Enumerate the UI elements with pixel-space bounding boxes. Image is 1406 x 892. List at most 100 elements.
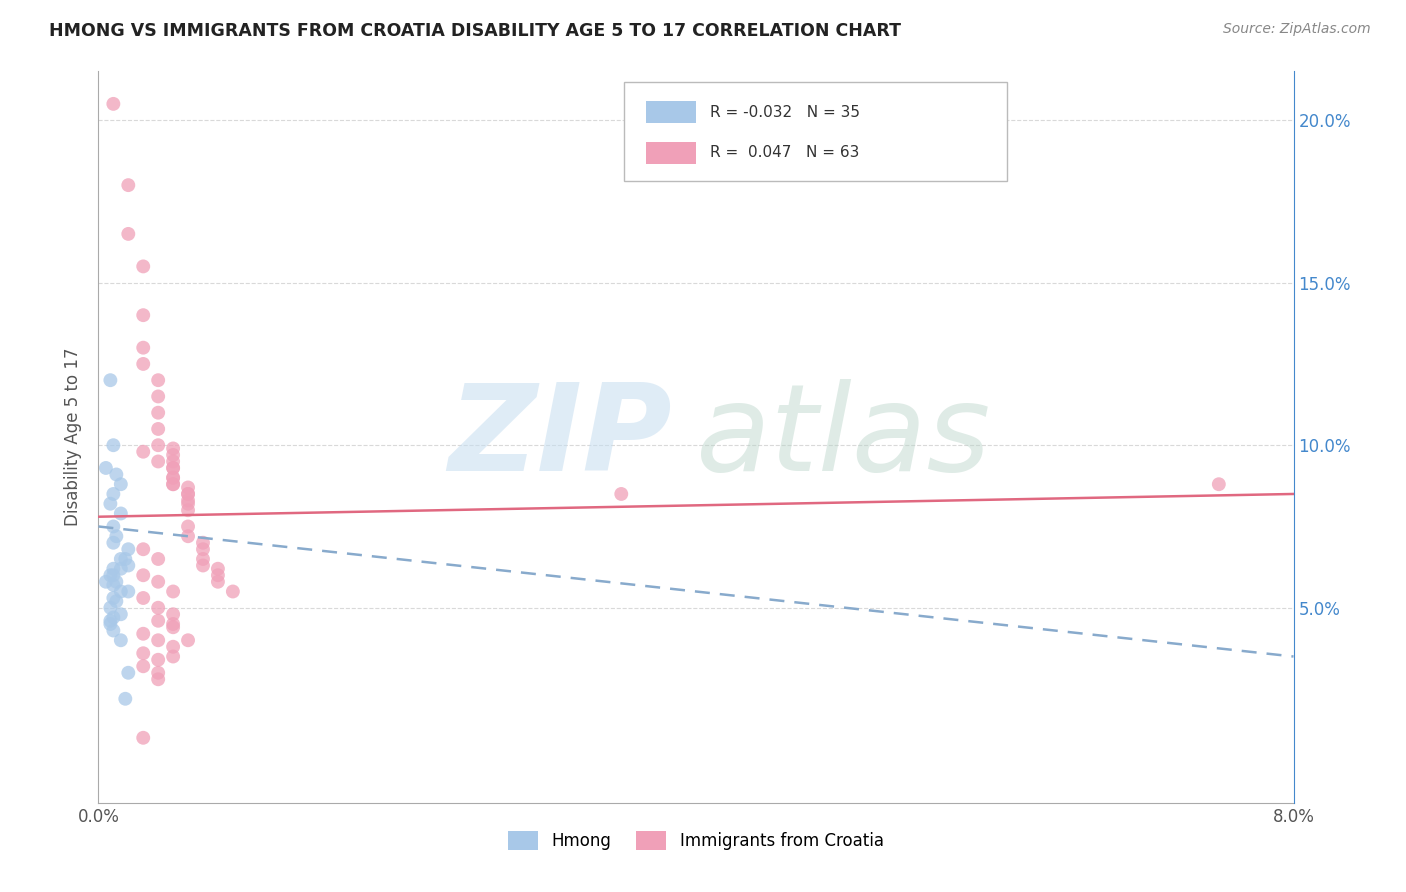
Point	[98, 614, 122, 628]
Point	[110, 562, 132, 576]
Point	[110, 552, 132, 566]
Point	[207, 574, 229, 589]
Point	[103, 519, 125, 533]
Point	[148, 454, 170, 468]
Text: Source: ZipAtlas.com: Source: ZipAtlas.com	[1223, 22, 1371, 37]
Point	[110, 507, 132, 521]
Point	[162, 649, 184, 664]
Point	[1208, 477, 1230, 491]
Point	[177, 503, 200, 517]
Point	[148, 614, 170, 628]
Point	[162, 442, 184, 456]
Point	[162, 617, 184, 632]
Point	[98, 600, 122, 615]
Point	[148, 438, 170, 452]
Point	[162, 471, 184, 485]
Point	[148, 389, 170, 403]
Text: ZIP: ZIP	[449, 378, 672, 496]
Y-axis label: Disability Age 5 to 17: Disability Age 5 to 17	[65, 348, 83, 526]
Point	[148, 406, 170, 420]
Point	[114, 691, 136, 706]
Point	[207, 568, 229, 582]
Point	[98, 617, 122, 632]
Point	[148, 373, 170, 387]
Point	[117, 665, 139, 680]
Point	[110, 477, 132, 491]
Point	[148, 600, 170, 615]
Point	[177, 487, 200, 501]
Point	[162, 620, 184, 634]
Point	[177, 529, 200, 543]
Point	[132, 626, 155, 640]
Point	[207, 562, 229, 576]
Bar	[645, 142, 696, 163]
Point	[110, 633, 132, 648]
Point	[132, 659, 155, 673]
Point	[222, 584, 245, 599]
Text: HMONG VS IMMIGRANTS FROM CROATIA DISABILITY AGE 5 TO 17 CORRELATION CHART: HMONG VS IMMIGRANTS FROM CROATIA DISABIL…	[49, 22, 901, 40]
Point	[162, 454, 184, 468]
Point	[148, 574, 170, 589]
Point	[117, 558, 139, 573]
Point	[117, 584, 139, 599]
Point	[132, 341, 155, 355]
Point	[132, 308, 155, 322]
Point	[98, 497, 122, 511]
Legend: Hmong, Immigrants from Croatia: Hmong, Immigrants from Croatia	[502, 824, 890, 856]
Point	[177, 633, 200, 648]
Point	[162, 471, 184, 485]
Point	[191, 542, 214, 557]
Point	[177, 493, 200, 508]
Point	[162, 640, 184, 654]
Text: R =  0.047   N = 63: R = 0.047 N = 63	[710, 145, 859, 160]
Point	[610, 487, 633, 501]
Point	[162, 461, 184, 475]
Point	[132, 542, 155, 557]
Point	[94, 461, 117, 475]
Point	[103, 610, 125, 624]
Point	[103, 487, 125, 501]
Point	[117, 178, 139, 193]
Text: R = -0.032   N = 35: R = -0.032 N = 35	[710, 105, 860, 120]
Point	[177, 497, 200, 511]
Point	[177, 519, 200, 533]
Point	[177, 487, 200, 501]
Point	[117, 542, 139, 557]
Point	[148, 665, 170, 680]
Point	[148, 633, 170, 648]
Point	[103, 535, 125, 549]
Point	[103, 624, 125, 638]
Point	[105, 594, 128, 608]
Point	[105, 467, 128, 482]
Point	[148, 673, 170, 687]
Point	[162, 461, 184, 475]
Point	[132, 357, 155, 371]
Point	[162, 607, 184, 622]
Point	[191, 552, 214, 566]
Point	[117, 227, 139, 241]
Point	[132, 568, 155, 582]
Point	[103, 578, 125, 592]
Point	[103, 591, 125, 605]
Point	[191, 558, 214, 573]
Point	[162, 448, 184, 462]
Point	[148, 552, 170, 566]
Point	[162, 477, 184, 491]
Point	[177, 480, 200, 494]
Bar	[645, 102, 696, 123]
Point	[114, 552, 136, 566]
Point	[110, 607, 132, 622]
Point	[103, 568, 125, 582]
Text: atlas: atlas	[696, 378, 991, 496]
Point	[148, 422, 170, 436]
Point	[94, 574, 117, 589]
Point	[132, 646, 155, 660]
Point	[132, 591, 155, 605]
Point	[103, 562, 125, 576]
Point	[162, 477, 184, 491]
Point	[191, 535, 214, 549]
Point	[132, 731, 155, 745]
Point	[103, 438, 125, 452]
FancyBboxPatch shape	[624, 82, 1007, 181]
Point	[148, 653, 170, 667]
